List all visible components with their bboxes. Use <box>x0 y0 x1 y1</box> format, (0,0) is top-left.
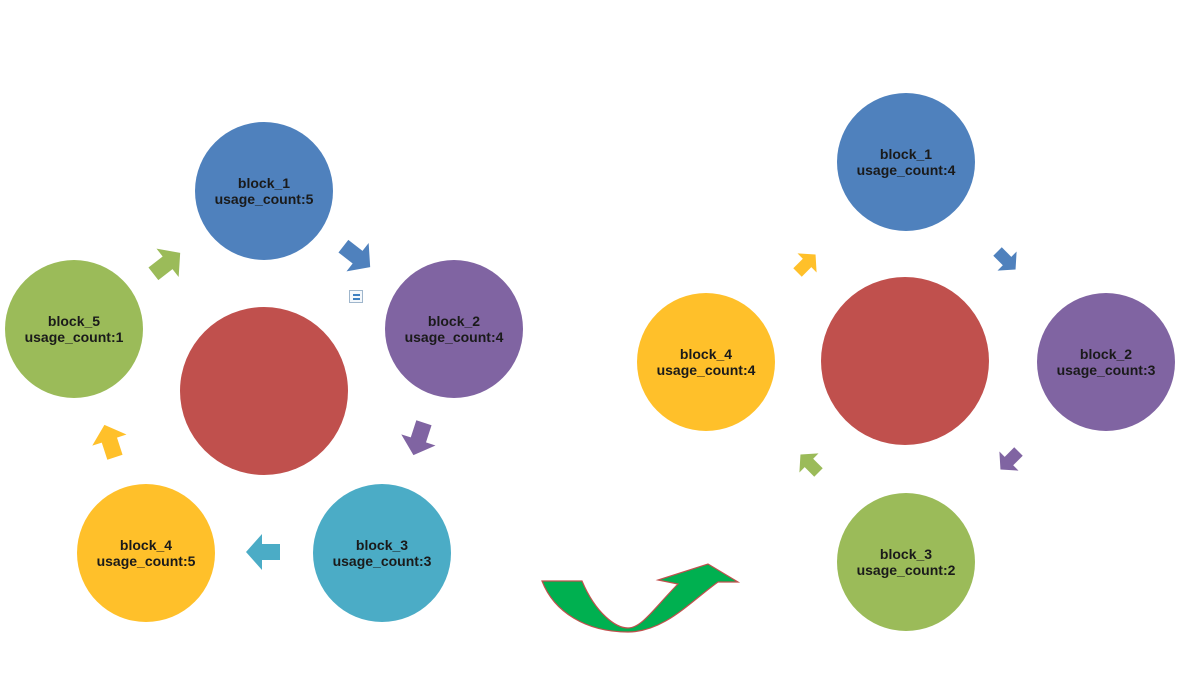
block-usage-count: usage_count:2 <box>856 562 956 578</box>
block-usage-count: usage_count:5 <box>96 553 196 569</box>
right-center-circle[interactable] <box>821 277 989 445</box>
left-center-circle[interactable] <box>180 307 348 475</box>
block-name: block_3 <box>879 546 933 562</box>
block-name: block_1 <box>237 175 291 191</box>
block-usage-count: usage_count:3 <box>1056 362 1156 378</box>
left-block-3[interactable]: block_3 usage_count:3 <box>313 484 451 622</box>
layout-options-icon[interactable] <box>349 290 363 303</box>
left-block-1[interactable]: block_1 usage_count:5 <box>195 122 333 260</box>
cycle-arrow-icon <box>985 239 1027 281</box>
cycle-arrow-icon <box>785 243 827 285</box>
right-block-4[interactable]: block_4 usage_count:4 <box>637 293 775 431</box>
left-block-5[interactable]: block_5 usage_count:1 <box>5 260 143 398</box>
right-block-3[interactable]: block_3 usage_count:2 <box>837 493 975 631</box>
cycle-arrow-icon <box>394 413 444 463</box>
block-name: block_4 <box>679 346 733 362</box>
cycle-arrow-icon <box>138 236 194 292</box>
block-usage-count: usage_count:4 <box>656 362 756 378</box>
right-block-2[interactable]: block_2 usage_count:3 <box>1037 293 1175 431</box>
block-usage-count: usage_count:4 <box>856 162 956 178</box>
cycle-arrow-icon <box>85 417 135 467</box>
block-name: block_2 <box>427 313 481 329</box>
block-name: block_5 <box>47 313 101 329</box>
block-name: block_3 <box>355 537 409 553</box>
block-name: block_2 <box>1079 346 1133 362</box>
cycle-arrow-icon <box>328 228 384 284</box>
cycle-arrow-icon <box>789 443 831 485</box>
cycle-arrow-icon <box>244 532 284 572</box>
block-usage-count: usage_count:1 <box>24 329 124 345</box>
block-name: block_4 <box>119 537 173 553</box>
cycle-arrow-icon <box>989 439 1031 481</box>
left-block-4[interactable]: block_4 usage_count:5 <box>77 484 215 622</box>
block-name: block_1 <box>879 146 933 162</box>
left-block-2[interactable]: block_2 usage_count:4 <box>385 260 523 398</box>
block-usage-count: usage_count:5 <box>214 191 314 207</box>
block-usage-count: usage_count:3 <box>332 553 432 569</box>
block-usage-count: usage_count:4 <box>404 329 504 345</box>
right-block-1[interactable]: block_1 usage_count:4 <box>837 93 975 231</box>
curved-up-arrow-icon <box>541 563 741 633</box>
